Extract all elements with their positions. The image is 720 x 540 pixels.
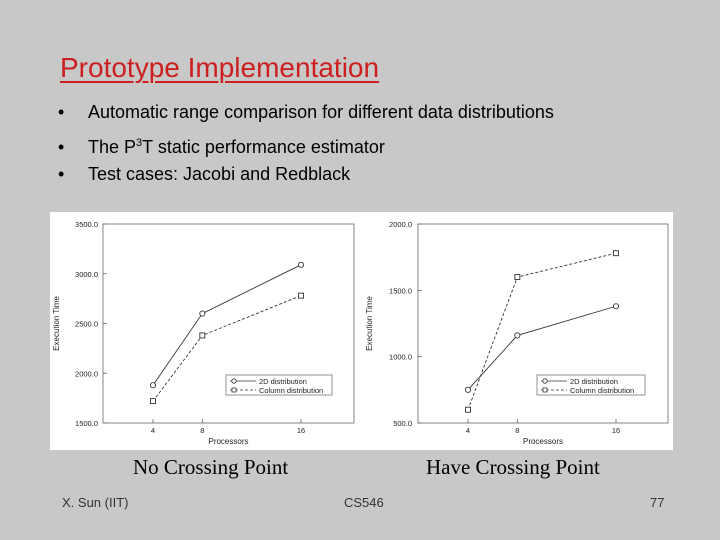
data-point-circle	[514, 332, 521, 339]
bullet-item: • Test cases: Jacobi and Redblack	[58, 160, 554, 191]
x-axis-label: Processors	[523, 437, 563, 446]
chart-panel: 3500.0 3000.0 2500.0 2000.0 1500.0 4 8 16 Proces…	[50, 212, 673, 450]
chart-no-crossing: 3500.0 3000.0 2500.0 2000.0 1500.0 4 8 16 Proces…	[52, 220, 355, 446]
y-tick-label: 1500.0	[75, 419, 98, 428]
legend-marker-square	[231, 387, 237, 393]
y-tick-label: 1500.0	[389, 286, 412, 295]
bullet-dot-icon: •	[58, 164, 65, 184]
bullet-text-post: T static performance estimator	[142, 137, 385, 157]
x-tick-label: 16	[297, 426, 305, 435]
data-point-square	[298, 292, 304, 299]
x-tick-label: 4	[151, 426, 155, 435]
bullet-text: Automatic range comparison for different…	[88, 102, 554, 122]
x-tick-label: 8	[200, 426, 204, 435]
bullet-item: • The P3T static performance estimator	[58, 129, 554, 160]
data-point-circle	[199, 310, 206, 317]
data-point-square	[613, 250, 619, 257]
legend-label: Column distribution	[259, 386, 323, 395]
data-point-square	[465, 406, 471, 413]
chart-with-crossing: 2000.0 1500.0 1000.0 500.0 4 8 16 Processors Exe…	[365, 220, 669, 446]
y-tick-label: 2000.0	[389, 220, 412, 229]
legend-marker-circle	[542, 378, 548, 384]
series-line-2d-distribution	[152, 264, 302, 386]
footer-course: CS546	[344, 495, 384, 510]
x-axis-label: Processors	[208, 437, 248, 446]
y-tick-label: 1000.0	[389, 353, 412, 362]
y-tick-label: 3500.0	[75, 220, 98, 229]
legend-label: Column distribution	[570, 386, 634, 395]
legend-label: 2D distribution	[259, 377, 307, 386]
bullet-dot-icon: •	[58, 137, 65, 157]
data-point-square	[199, 332, 206, 339]
bullet-superscript: 3	[136, 137, 143, 149]
bullet-dot-icon: •	[58, 102, 65, 122]
slide-title: Prototype Implementation	[60, 52, 380, 83]
x-tick-label: 8	[515, 426, 519, 435]
y-tick-label: 500.0	[393, 419, 412, 428]
x-tick-label: 16	[612, 426, 620, 435]
legend-marker-circle	[231, 378, 237, 384]
y-tick-label: 2500.0	[75, 320, 98, 329]
legend-marker-square	[542, 387, 548, 393]
bullet-item: • Automatic range comparison for differen…	[58, 98, 554, 129]
y-tick-label: 3000.0	[75, 270, 98, 279]
footer-author: X. Sun (IIT)	[62, 495, 129, 510]
caption-left: No Crossing Point	[133, 455, 289, 479]
data-point-circle	[297, 261, 305, 268]
bullet-list: • Automatic range comparison for differen…	[58, 98, 554, 191]
footer-page-number: 77	[650, 495, 665, 510]
x-tick-label: 4	[466, 426, 470, 435]
data-point-circle	[612, 303, 620, 310]
bullet-text-pre: The P	[88, 137, 137, 157]
y-tick-label: 2000.0	[75, 369, 98, 378]
data-point-square	[514, 274, 521, 281]
caption-right: Have Crossing Point	[426, 455, 600, 479]
data-point-circle	[149, 382, 157, 389]
y-axis-label: Execution Time	[52, 296, 61, 351]
bullet-text: Test cases: Jacobi and Redblack	[88, 164, 351, 184]
legend-label: 2D distribution	[570, 377, 618, 386]
y-axis-label: Execution Time	[365, 296, 374, 351]
data-point-square	[150, 398, 156, 405]
plot-frame	[417, 223, 669, 424]
data-point-circle	[464, 386, 472, 393]
